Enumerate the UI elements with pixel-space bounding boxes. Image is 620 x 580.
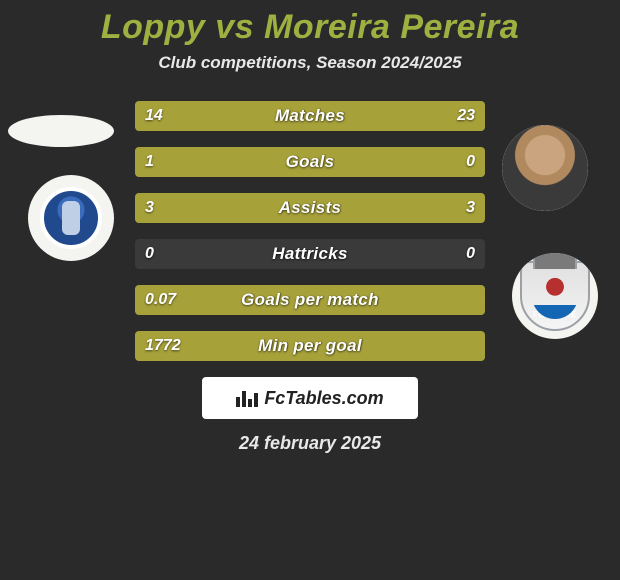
stat-label: Assists: [135, 193, 485, 223]
comparison-panel: FEIRENSE Matches14 23 Goals1 0 Assists3 3 Hatt…: [0, 101, 620, 454]
date-label: 24 february 2025: [8, 433, 612, 454]
stat-row: Matches14 23: [135, 101, 485, 131]
stat-value-left: 14: [135, 101, 173, 131]
player-face-icon: [502, 125, 588, 211]
stat-row: Hattricks0 0: [135, 239, 485, 269]
stat-value-right: 23: [447, 101, 485, 131]
player-right-photo-badge: [502, 125, 588, 211]
brand-text: FcTables.com: [264, 388, 383, 409]
stat-row: Goals per match0.07: [135, 285, 485, 315]
stat-row: Assists3 3: [135, 193, 485, 223]
stat-row: Goals1 0: [135, 147, 485, 177]
stat-value-left: 1: [135, 147, 164, 177]
club-left-badge: [28, 175, 114, 261]
stat-bars: Matches1423Goals10Assists33Hattricks00Go…: [135, 101, 485, 361]
player-left-placeholder-badge: [8, 115, 114, 147]
stat-label: Goals: [135, 147, 485, 177]
stat-value-right: 3: [456, 193, 485, 223]
stat-label: Hattricks: [135, 239, 485, 269]
crest-feirense-label: FEIRENSE: [522, 310, 588, 319]
page-title: Loppy vs Moreira Pereira: [0, 8, 620, 47]
stat-row: Min per goal1772: [135, 331, 485, 361]
brand-card[interactable]: FcTables.com: [202, 377, 418, 419]
stat-value-left: 0.07: [135, 285, 186, 315]
bar-chart-icon: [236, 389, 258, 407]
stat-value-right: 0: [456, 239, 485, 269]
page-subtitle: Club competitions, Season 2024/2025: [0, 53, 620, 73]
stat-value-left: 1772: [135, 331, 191, 361]
header: Loppy vs Moreira Pereira Club competitio…: [0, 0, 620, 73]
club-right-badge: FEIRENSE: [512, 253, 598, 339]
stat-value-left: 0: [135, 239, 164, 269]
stat-value-left: 3: [135, 193, 164, 223]
stat-label: Goals per match: [135, 285, 485, 315]
crest-blue-icon: [40, 187, 102, 249]
crest-feirense-icon: FEIRENSE: [520, 261, 590, 331]
stat-label: Matches: [135, 101, 485, 131]
stat-value-right: 0: [456, 147, 485, 177]
